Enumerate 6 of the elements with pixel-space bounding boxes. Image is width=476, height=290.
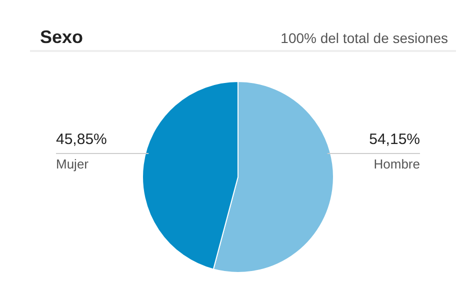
chart-subtitle: 100% del total de sesiones xyxy=(280,30,448,48)
slice-label: Hombre xyxy=(374,156,420,172)
data-label: 54,15% xyxy=(369,131,420,148)
data-label: 45,85% xyxy=(56,131,107,148)
chart-title: Sexo xyxy=(40,27,84,49)
slice-label: Mujer xyxy=(56,156,90,172)
